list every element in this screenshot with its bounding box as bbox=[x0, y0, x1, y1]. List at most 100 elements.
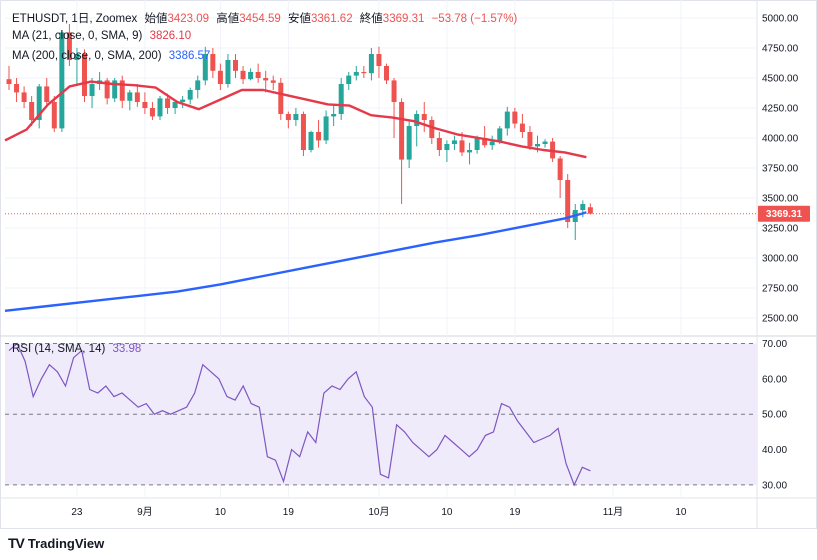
candle-down bbox=[51, 102, 57, 129]
candle-down bbox=[21, 92, 27, 102]
candle-down bbox=[263, 78, 269, 81]
candle-down bbox=[165, 98, 171, 108]
candle-down bbox=[44, 86, 50, 102]
candle-up bbox=[504, 111, 510, 129]
ma21-line bbox=[4, 80, 587, 159]
candle-down bbox=[29, 102, 35, 120]
candle-down bbox=[376, 54, 382, 66]
candle-down bbox=[557, 158, 563, 180]
candle-down bbox=[587, 207, 593, 214]
candle-down bbox=[399, 102, 405, 160]
candle-down bbox=[384, 66, 389, 81]
y-tick-label: 4000.00 bbox=[762, 134, 799, 145]
candle-up bbox=[180, 99, 186, 102]
candle-up bbox=[127, 92, 133, 101]
ma200-line bbox=[4, 211, 587, 312]
legend-rsi: RSI (14, SMA, 14) 33.98 bbox=[12, 343, 145, 355]
tradingview-logo-icon: TV bbox=[8, 535, 25, 551]
candle-down bbox=[285, 114, 291, 120]
candle-up bbox=[542, 141, 548, 144]
candle-up bbox=[535, 144, 540, 147]
candle-up bbox=[225, 60, 231, 84]
y-tick-label: 3000.00 bbox=[762, 254, 799, 265]
candle-down bbox=[270, 80, 276, 83]
candle-up bbox=[368, 54, 374, 74]
x-tick-label: 9月 bbox=[137, 506, 153, 518]
candle-up bbox=[580, 204, 586, 210]
y-tick-label: 2500.00 bbox=[762, 314, 799, 325]
legend-ma21-value: 3826.10 bbox=[149, 30, 192, 42]
rsi-tick-label: 50.00 bbox=[762, 410, 787, 421]
legend-high-value: 3454.59 bbox=[239, 13, 281, 25]
candle-down bbox=[421, 114, 427, 120]
y-tick-label: 4750.00 bbox=[762, 44, 799, 55]
legend-ma21: MA (21, close, 0, SMA, 9) 3826.10 bbox=[12, 30, 195, 42]
rsi-tick-label: 40.00 bbox=[762, 445, 787, 456]
candle-up bbox=[172, 102, 178, 108]
candle-down bbox=[233, 60, 238, 71]
legend-open-value: 3423.09 bbox=[167, 13, 210, 25]
y-tick-label: 2750.00 bbox=[762, 284, 799, 295]
candle-up bbox=[74, 54, 80, 60]
candle-down bbox=[255, 72, 261, 78]
y-tick-label: 5000.00 bbox=[762, 14, 799, 25]
brand-name: TradingView bbox=[27, 535, 105, 551]
candle-up bbox=[112, 80, 118, 99]
candle-up bbox=[346, 75, 352, 84]
candle-up bbox=[451, 140, 457, 144]
candle-up bbox=[89, 84, 95, 96]
candle-up bbox=[202, 54, 208, 81]
x-tick-label: 19 bbox=[509, 507, 521, 518]
candle-down bbox=[278, 82, 284, 114]
legend-ma21-label: MA (21, close, 0, SMA, 9) bbox=[12, 30, 143, 42]
candle-up bbox=[406, 126, 412, 160]
candle-down bbox=[134, 92, 140, 102]
candle-down bbox=[519, 123, 525, 132]
candle-up bbox=[497, 128, 503, 142]
candle-up bbox=[331, 114, 337, 117]
y-tick-label: 4250.00 bbox=[762, 104, 799, 115]
y-tick-label: 3500.00 bbox=[762, 194, 799, 205]
legend-ma200: MA (200, close, 0, SMA, 200) 3386.57 bbox=[12, 50, 214, 62]
candle-up bbox=[444, 144, 450, 150]
candle-down bbox=[6, 79, 12, 84]
candle-up bbox=[414, 114, 420, 126]
legend-ohlc: ETHUSDT, 1日, Zoomex 始値3423.09 高値3454.59 … bbox=[12, 10, 521, 26]
candle-up bbox=[338, 84, 344, 114]
legend-rsi-label: RSI (14, SMA, 14) bbox=[12, 343, 106, 355]
legend-change: −53.78 (−1.57%) bbox=[431, 13, 518, 25]
price-tag-bg bbox=[758, 205, 810, 222]
legend-ma200-value: 3386.57 bbox=[168, 50, 211, 62]
candle-down bbox=[119, 80, 125, 101]
rsi-tick-label: 60.00 bbox=[762, 374, 787, 385]
candle-down bbox=[14, 84, 20, 93]
legend-close-value: 3369.31 bbox=[382, 13, 425, 25]
legend-high-label: 高値 bbox=[216, 13, 240, 25]
rsi-tick-label: 70.00 bbox=[762, 339, 787, 350]
candle-down bbox=[66, 32, 72, 60]
x-tick-label: 10 bbox=[441, 507, 453, 518]
legend-close-label: 終値 bbox=[359, 13, 383, 25]
candle-down bbox=[316, 132, 322, 141]
candle-down bbox=[565, 180, 571, 222]
candle-down bbox=[361, 72, 367, 74]
y-tick-label: 3750.00 bbox=[762, 164, 799, 175]
legend-rsi-value: 33.98 bbox=[112, 343, 142, 355]
y-tick-label: 4500.00 bbox=[762, 74, 799, 85]
candle-down bbox=[142, 102, 148, 108]
x-tick-label: 10 bbox=[215, 507, 227, 518]
candle-down bbox=[436, 138, 442, 150]
price-tag: 3369.31 bbox=[766, 209, 803, 220]
candle-down bbox=[82, 54, 87, 96]
candle-up bbox=[36, 86, 42, 120]
candle-down bbox=[104, 80, 110, 99]
candle-up bbox=[474, 138, 480, 150]
x-tick-label: 23 bbox=[71, 507, 83, 518]
candle-up bbox=[489, 141, 495, 146]
candle-down bbox=[217, 70, 223, 84]
footer-brand[interactable]: TV TradingView bbox=[8, 535, 104, 551]
candle-up bbox=[248, 72, 254, 80]
candle-up bbox=[59, 32, 65, 129]
candle-down bbox=[149, 108, 155, 117]
